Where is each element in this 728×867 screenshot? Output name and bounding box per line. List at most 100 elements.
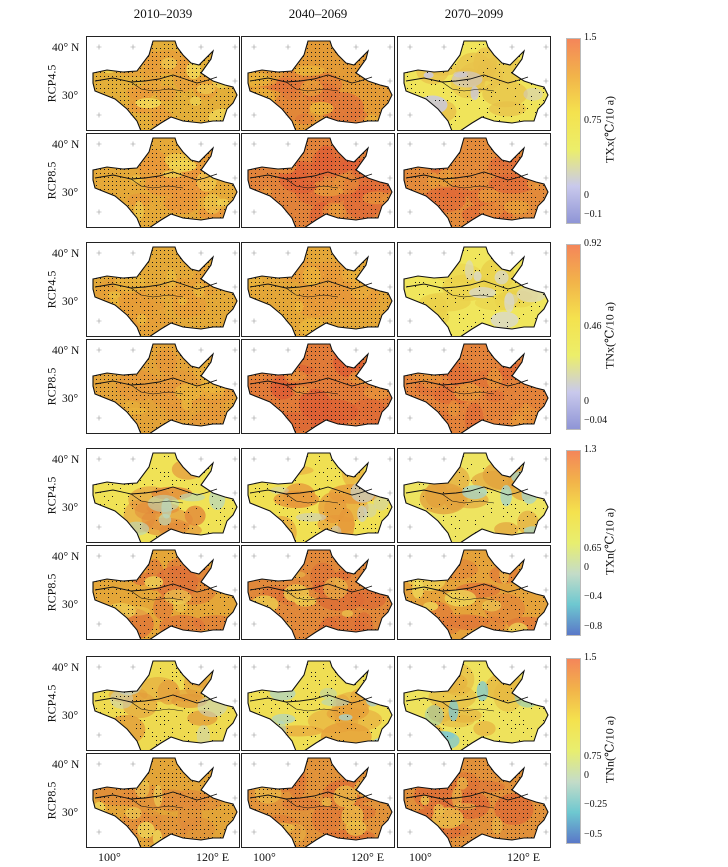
grid-cross xyxy=(407,318,413,324)
basin-outline xyxy=(403,246,549,336)
grid-cross xyxy=(387,829,393,835)
grid-cross xyxy=(543,698,549,704)
grid-cross xyxy=(387,761,393,767)
tributary-line xyxy=(130,493,184,504)
map-panel xyxy=(86,656,240,751)
colorbar-title: TNx(℃/10 a) xyxy=(602,301,617,370)
grid-cross xyxy=(387,141,393,147)
grid-cross xyxy=(251,664,257,670)
tributary-line xyxy=(285,493,339,504)
lat-label: 30° xyxy=(62,502,79,514)
grid-cross xyxy=(543,732,549,738)
grid-cross xyxy=(353,456,359,462)
grid-cross xyxy=(407,250,413,256)
grid-cross xyxy=(96,44,102,50)
map-panel xyxy=(397,339,551,434)
grid-cross xyxy=(387,732,393,738)
colorbar-tick: 1.3 xyxy=(584,444,597,455)
lon-label: 100° xyxy=(409,850,432,864)
grid-cross xyxy=(96,553,102,559)
grid-cross xyxy=(387,381,393,387)
grid-cross xyxy=(130,553,136,559)
grid-cross xyxy=(232,112,238,118)
grid-cross xyxy=(232,490,238,496)
basin-outline xyxy=(92,452,238,542)
lon-label: 100° xyxy=(98,850,121,864)
colorbar-title: TXx(℃/10 a) xyxy=(602,95,617,164)
grid-cross xyxy=(251,112,257,118)
lat-label: 30° xyxy=(62,807,79,819)
grid-cross xyxy=(407,761,413,767)
grid-cross xyxy=(441,347,447,353)
grid-cross xyxy=(441,44,447,50)
river-line xyxy=(405,74,529,84)
colorbar-tick: 0.65 xyxy=(584,543,602,555)
grid-cross xyxy=(232,795,238,801)
map-panel xyxy=(241,448,395,543)
grid-cross xyxy=(232,524,238,530)
scenario-label: RCP8.5 xyxy=(44,161,59,199)
tributary-line xyxy=(285,384,339,395)
grid-cross xyxy=(251,209,257,215)
grid-cross xyxy=(232,250,238,256)
grid-cross xyxy=(407,524,413,530)
grid-cross xyxy=(198,553,204,559)
grid-cross xyxy=(232,44,238,50)
basin-outline xyxy=(247,660,393,750)
grid-cross xyxy=(543,795,549,801)
grid-cross xyxy=(387,456,393,462)
grid-cross xyxy=(441,664,447,670)
grid-cross xyxy=(232,381,238,387)
grid-cross xyxy=(232,318,238,324)
tributary-line xyxy=(130,81,184,92)
river-line xyxy=(94,583,218,593)
grid-cross xyxy=(543,490,549,496)
river-line xyxy=(94,377,218,387)
colorbar-tick: 0 xyxy=(584,396,589,408)
grid-cross xyxy=(407,664,413,670)
basin-outline xyxy=(92,343,238,433)
grid-cross xyxy=(387,795,393,801)
river-line xyxy=(94,171,218,181)
lon-label: 120° E xyxy=(507,850,541,864)
grid-cross xyxy=(198,141,204,147)
grid-cross xyxy=(543,587,549,593)
colorbar-tick: 0.75 xyxy=(584,751,602,763)
grid-cross xyxy=(96,318,102,324)
river-line xyxy=(94,486,218,496)
grid-cross xyxy=(509,44,515,50)
lat-label: 40° N xyxy=(52,139,80,151)
grid-cross xyxy=(96,112,102,118)
tributary-line xyxy=(441,590,495,601)
tributary-line xyxy=(441,384,495,395)
grid-cross xyxy=(543,175,549,181)
scenario-label: RCP4.5 xyxy=(44,684,59,722)
grid-cross xyxy=(130,347,136,353)
basin-outline xyxy=(403,343,549,433)
grid-cross xyxy=(353,553,359,559)
colorbar-tick: 0.92 xyxy=(584,238,602,249)
grid-cross xyxy=(251,524,257,530)
grid-cross xyxy=(251,553,257,559)
river-line xyxy=(94,74,218,84)
lat-label: 40° N xyxy=(52,759,80,771)
map-panel xyxy=(86,545,240,640)
colorbar-tick: 0 xyxy=(584,769,589,781)
grid-cross xyxy=(198,664,204,670)
colorbar xyxy=(566,38,581,224)
basin-outline xyxy=(247,343,393,433)
grid-cross xyxy=(285,347,291,353)
grid-cross xyxy=(407,209,413,215)
grid-cross xyxy=(232,347,238,353)
river-line xyxy=(405,486,529,496)
grid-cross xyxy=(96,829,102,835)
map-panel xyxy=(241,36,395,131)
grid-cross xyxy=(543,141,549,147)
map-panel xyxy=(241,656,395,751)
river-line xyxy=(94,791,218,801)
grid-cross xyxy=(285,553,291,559)
grid-cross xyxy=(96,347,102,353)
basin-outline xyxy=(92,660,238,750)
tributary-line xyxy=(130,178,184,189)
tributary-line xyxy=(285,287,339,298)
